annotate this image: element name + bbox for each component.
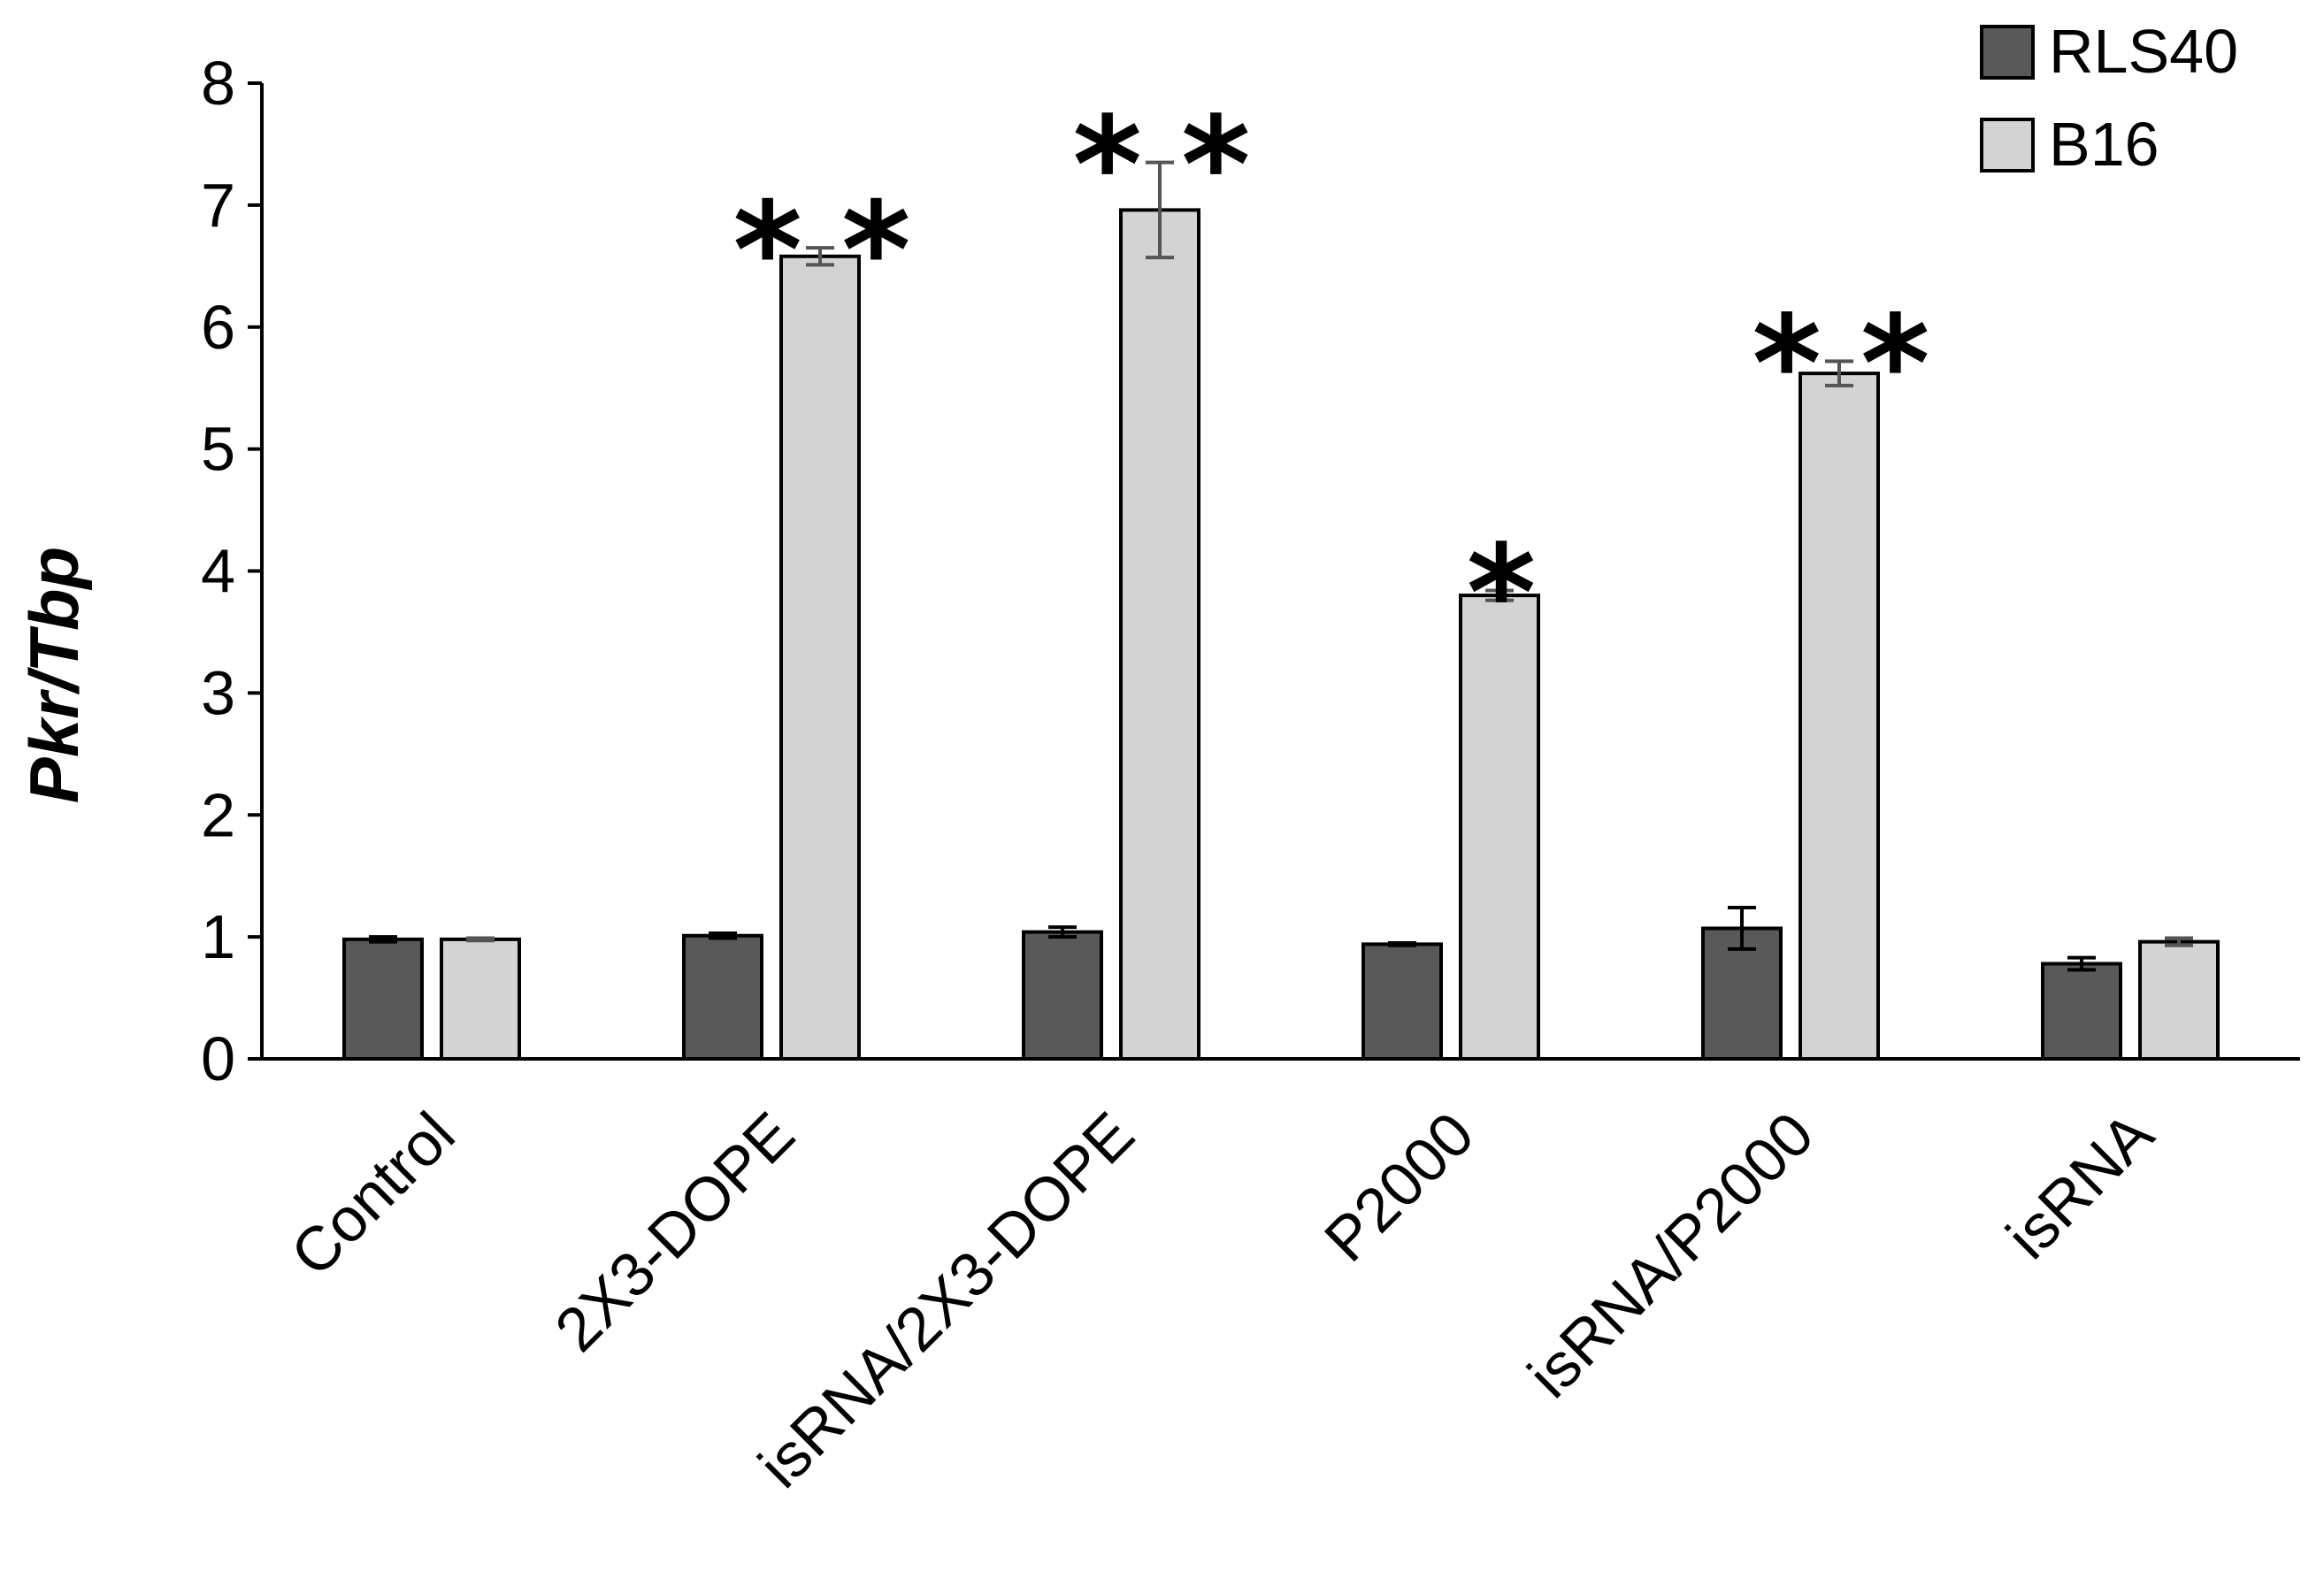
x-category-label: isRNA/2X3-DOPE bbox=[746, 1099, 1147, 1500]
bar-rls40 bbox=[1361, 942, 1443, 1061]
error-bar bbox=[466, 936, 495, 943]
x-category-label: isRNA bbox=[1993, 1099, 2167, 1272]
legend-swatch bbox=[1980, 118, 2035, 172]
significance-marker: * * bbox=[1072, 89, 1248, 243]
error-bar bbox=[709, 931, 737, 940]
y-tick-label: 1 bbox=[201, 902, 235, 971]
bar-b16 bbox=[779, 254, 861, 1062]
legend-item: B16 bbox=[1980, 110, 2159, 179]
y-tick-label: 8 bbox=[201, 49, 235, 118]
significance-marker: * * bbox=[1752, 287, 1928, 441]
y-tick-label: 0 bbox=[201, 1024, 235, 1093]
bar-rls40 bbox=[682, 933, 763, 1061]
bars bbox=[342, 208, 2220, 1062]
error-bar bbox=[369, 935, 397, 944]
error-bar bbox=[1048, 925, 1077, 939]
error-bar bbox=[1146, 160, 1174, 260]
significance-marker: * * bbox=[732, 174, 909, 328]
error-bars bbox=[369, 160, 2193, 972]
legend-label: RLS40 bbox=[2049, 17, 2238, 86]
error-bar bbox=[1728, 906, 1756, 951]
significance-marker: * bbox=[1467, 517, 1534, 671]
y-tick-label: 2 bbox=[201, 780, 235, 849]
error-bar bbox=[806, 246, 834, 267]
y-axis: 0 1 2 3 4 5 6 7 8 bbox=[201, 49, 264, 1093]
x-category-label: P2000 bbox=[1311, 1099, 1486, 1274]
x-category-label: 2X3-DOPE bbox=[542, 1099, 808, 1364]
bar-rls40 bbox=[2041, 962, 2122, 1062]
y-tick-label: 3 bbox=[201, 658, 235, 727]
error-bar bbox=[2165, 936, 2193, 947]
error-bar bbox=[1388, 941, 1416, 947]
significance-markers: * * * * * * * bbox=[732, 89, 1931, 671]
bar-b16 bbox=[1119, 208, 1200, 1061]
y-tick-label: 5 bbox=[201, 415, 235, 484]
bar-b16 bbox=[1799, 372, 1880, 1061]
y-tick-label: 7 bbox=[201, 171, 235, 240]
x-category-label: Control bbox=[278, 1099, 468, 1289]
bar-b16 bbox=[2138, 939, 2220, 1062]
error-bar bbox=[1485, 588, 1514, 602]
bar-rls40 bbox=[342, 937, 424, 1061]
x-category-label: isRNA/P2000 bbox=[1515, 1099, 1826, 1410]
y-tick-label: 6 bbox=[201, 293, 235, 362]
legend-item: RLS40 bbox=[1980, 17, 2238, 86]
bar-b16 bbox=[440, 937, 521, 1061]
error-bar bbox=[2067, 955, 2096, 972]
y-axis-title: Pkr/Tbp bbox=[15, 547, 93, 803]
error-bar bbox=[1825, 359, 1853, 387]
legend-swatch bbox=[1980, 25, 2035, 80]
y-tick-label: 4 bbox=[201, 537, 235, 606]
legend: RLS40 B16 bbox=[1980, 17, 2238, 179]
bar-rls40 bbox=[1022, 930, 1103, 1061]
legend-label: B16 bbox=[2049, 110, 2159, 179]
